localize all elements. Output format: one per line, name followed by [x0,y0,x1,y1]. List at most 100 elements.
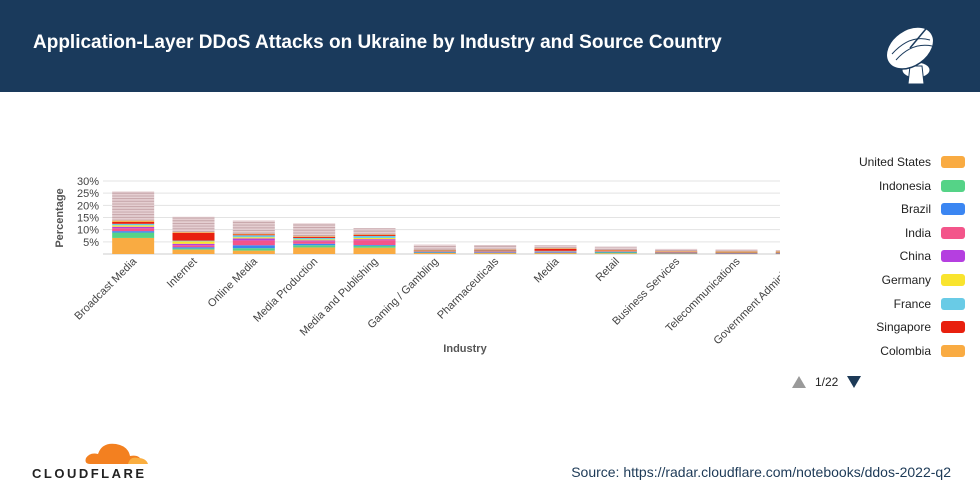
bar-segment[interactable] [112,237,155,254]
bar-segment[interactable] [293,236,336,238]
bar-segment-other[interactable] [172,228,215,230]
bar-segment-other[interactable] [112,196,155,198]
bar-segment-other[interactable] [232,227,275,229]
bar-segment[interactable] [232,238,275,241]
bar-segment-other[interactable] [232,231,275,233]
bar-segment[interactable] [353,235,396,236]
legend-item[interactable]: Germany [882,272,965,288]
bar-segment-other[interactable] [413,244,456,246]
bar-stack[interactable] [775,250,780,255]
bar-segment-other[interactable] [534,245,577,248]
bar-segment-other[interactable] [474,244,517,246]
bar-segment[interactable] [293,240,336,242]
bar-segment[interactable] [353,244,396,246]
bar-stack[interactable] [232,220,275,254]
bar-segment-other[interactable] [172,226,215,229]
bar-stack[interactable] [353,228,396,254]
bar-segment-other[interactable] [112,216,155,218]
bar-segment[interactable] [112,232,155,238]
bar-segment[interactable] [534,248,577,250]
bar-segment-other[interactable] [232,221,275,224]
bar-segment[interactable] [474,253,517,254]
bar-segment[interactable] [112,225,155,227]
bar-segment[interactable] [594,252,637,254]
bar-segment[interactable] [112,231,155,233]
bar-segment-other[interactable] [172,216,215,218]
bar-segment-other[interactable] [353,228,396,230]
bar-segment-other[interactable] [112,204,155,206]
bar-segment-other[interactable] [534,247,577,249]
legend-item[interactable]: France [894,296,965,312]
bar-segment-other[interactable] [172,225,215,227]
bar-segment[interactable] [594,253,637,254]
bar-segment-other[interactable] [293,224,336,226]
bar-segment-other[interactable] [112,200,155,202]
bar-segment[interactable] [172,232,215,233]
bar-segment[interactable] [112,221,155,224]
bar-segment[interactable] [172,248,215,250]
bar-segment-other[interactable] [172,220,215,222]
bar-segment[interactable] [172,232,215,241]
bar-segment-other[interactable] [293,229,336,231]
bar-segment[interactable] [534,251,577,253]
bar-segment-other[interactable] [594,246,637,248]
bar-segment[interactable] [413,251,456,253]
bar-segment-other[interactable] [112,192,155,194]
bar-segment[interactable] [715,251,758,253]
bar-segment-other[interactable] [232,224,275,226]
bar-stack[interactable] [413,244,456,254]
bar-segment[interactable] [353,247,396,254]
bar-segment-other[interactable] [232,220,275,222]
bar-segment[interactable] [413,250,456,252]
bar-segment[interactable] [474,249,517,251]
bar-segment[interactable] [655,253,698,254]
bar-segment[interactable] [232,248,275,251]
bar-segment[interactable] [172,243,215,246]
bar-stack[interactable] [594,246,637,254]
bar-segment[interactable] [293,245,336,248]
bar-segment[interactable] [112,220,155,222]
bar-segment[interactable] [353,240,396,245]
bar-segment-other[interactable] [594,248,637,251]
bar-segment-other[interactable] [715,249,758,251]
bar-segment[interactable] [353,239,396,241]
bar-segment-other[interactable] [112,213,155,216]
bar-segment[interactable] [112,226,155,229]
bar-segment-other[interactable] [172,217,215,219]
bar-segment-other[interactable] [293,223,336,225]
bar-segment[interactable] [293,239,336,241]
bar-segment[interactable] [172,245,215,248]
bar-segment[interactable] [172,247,215,249]
bar-segment-other[interactable] [112,209,155,212]
legend-item[interactable]: United States [859,154,965,170]
bar-segment[interactable] [112,223,155,226]
bar-segment-other[interactable] [112,191,155,193]
bar-segment-other[interactable] [293,228,336,230]
bar-segment-other[interactable] [112,211,155,213]
bar-segment[interactable] [232,234,275,236]
bar-segment-other[interactable] [112,208,155,210]
bar-segment[interactable] [353,245,396,248]
bar-stack[interactable] [293,223,336,254]
bar-segment-other[interactable] [293,232,336,234]
bar-segment[interactable] [293,236,336,237]
bar-segment[interactable] [232,245,275,249]
bar-segment-other[interactable] [172,218,215,221]
bar-segment-other[interactable] [293,233,336,235]
bar-segment[interactable] [474,251,517,253]
bar-segment-other[interactable] [413,245,456,248]
bar-segment[interactable] [232,237,275,239]
bar-segment[interactable] [413,249,456,251]
bar-segment[interactable] [232,250,275,254]
bar-segment[interactable] [353,237,396,240]
bar-segment-other[interactable] [112,195,155,197]
bar-segment-other[interactable] [172,221,215,223]
bar-segment[interactable] [474,250,517,252]
bar-segment[interactable] [293,243,336,246]
bar-stack[interactable] [172,216,215,254]
bar-segment-other[interactable] [172,230,215,233]
bar-segment-other[interactable] [112,215,155,217]
bar-segment-other[interactable] [112,207,155,209]
bar-stack[interactable] [655,248,698,254]
bar-segment-other[interactable] [112,212,155,214]
